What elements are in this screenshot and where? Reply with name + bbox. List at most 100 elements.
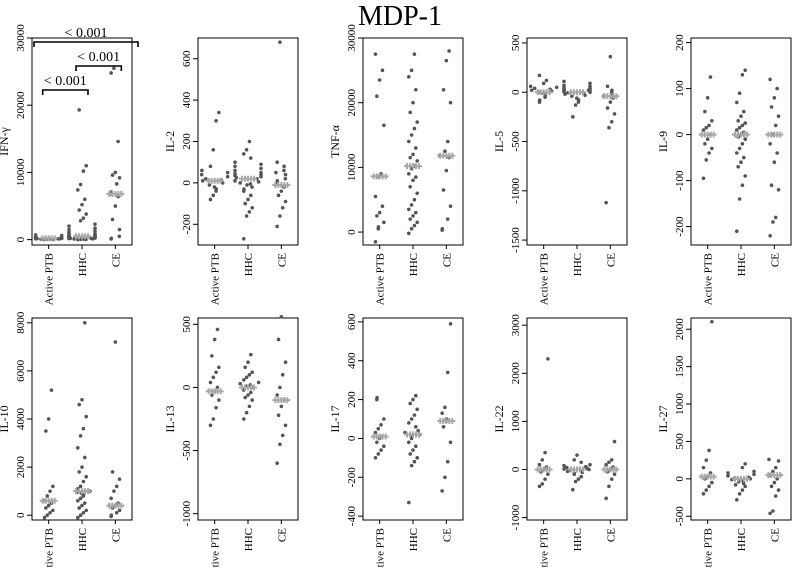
data-point — [77, 108, 81, 112]
y-tick-label: 3000 — [510, 314, 522, 337]
data-point — [83, 321, 87, 325]
data-point — [380, 68, 385, 73]
data-point — [703, 109, 707, 114]
data-point — [411, 448, 415, 452]
data-point — [199, 172, 204, 177]
y-tick-label: -1000 — [510, 177, 522, 203]
data-point — [45, 513, 50, 517]
data-point — [275, 224, 279, 229]
data-point — [49, 388, 54, 392]
data-point — [376, 426, 381, 431]
y-tick-label: 400 — [346, 352, 358, 369]
data-point — [247, 404, 252, 409]
data-point — [259, 166, 263, 171]
data-point — [773, 465, 778, 470]
data-point — [78, 513, 83, 517]
data-point — [78, 182, 83, 187]
data-point — [415, 191, 420, 196]
data-point — [215, 327, 220, 332]
data-point — [80, 397, 84, 402]
data-point — [81, 426, 86, 431]
data-point — [246, 197, 250, 202]
panel-1: 0 10000 20000 30000 IFN-γ Active PTB HHC CE < 0.… — [0, 24, 139, 305]
panel-frame — [526, 37, 628, 246]
data-point — [609, 477, 614, 481]
data-point — [772, 160, 777, 164]
data-point — [414, 444, 418, 448]
y-axis-label: IL-2 — [163, 131, 177, 152]
y-axis-label: TNF-α — [328, 124, 342, 158]
data-point — [537, 73, 542, 78]
data-point — [707, 151, 711, 155]
data-point — [537, 98, 542, 102]
y-tick-label: 10000 — [15, 158, 27, 186]
data-point — [244, 410, 249, 415]
data-point — [243, 395, 247, 400]
data-point — [740, 465, 745, 470]
data-point — [773, 123, 778, 128]
data-point — [414, 146, 418, 150]
data-point — [89, 236, 93, 241]
y-tick-label: 1000 — [510, 410, 522, 433]
data-point — [604, 462, 608, 467]
y-tick-label: 2000 — [510, 362, 522, 385]
data-point — [233, 168, 237, 173]
data-point — [114, 484, 119, 489]
data-point — [440, 489, 444, 493]
data-point — [113, 340, 118, 344]
data-point — [740, 123, 745, 128]
data-point — [51, 484, 55, 489]
panel-frame — [690, 37, 792, 246]
data-point — [45, 494, 50, 498]
data-point — [573, 103, 578, 107]
data-point — [208, 164, 213, 169]
data-point — [113, 170, 118, 175]
data-point — [710, 319, 714, 324]
y-axis-label: IL-13 — [163, 405, 177, 432]
data-point — [445, 217, 450, 221]
data-point — [408, 184, 413, 189]
data-point — [81, 216, 86, 220]
y-tick-label: 0 — [181, 180, 193, 186]
data-point — [703, 142, 707, 146]
data-point — [279, 314, 284, 319]
data-point — [51, 508, 55, 513]
data-point — [443, 475, 447, 480]
data-point — [448, 204, 453, 208]
data-point — [704, 158, 709, 162]
data-point — [704, 488, 709, 492]
data-point — [752, 472, 756, 477]
data-point — [225, 170, 230, 175]
data-point — [707, 448, 711, 453]
data-point — [373, 194, 378, 199]
data-point — [211, 417, 216, 421]
x-tick-label: CE — [276, 253, 288, 267]
data-point — [250, 370, 254, 375]
y-tick-label: 0 — [510, 466, 522, 472]
data-point — [274, 170, 278, 175]
data-point — [248, 182, 253, 186]
data-point — [726, 474, 730, 478]
data-point — [767, 457, 771, 462]
data-point — [768, 77, 772, 82]
y-tick-label: 30000 — [346, 24, 358, 52]
data-point — [768, 142, 772, 146]
data-point — [407, 231, 411, 236]
data-point — [377, 210, 382, 215]
data-point — [208, 380, 213, 385]
data-point — [110, 217, 115, 222]
data-point — [247, 373, 252, 377]
data-point — [412, 126, 417, 131]
data-point — [540, 482, 545, 486]
x-tick-label: HHC — [736, 528, 748, 551]
data-point — [214, 405, 218, 410]
data-point — [116, 139, 120, 144]
data-point — [737, 197, 742, 201]
data-point — [84, 508, 88, 513]
data-point — [217, 110, 221, 115]
data-point — [769, 105, 774, 109]
data-point — [445, 459, 450, 464]
data-point — [609, 458, 614, 462]
data-point — [448, 322, 453, 326]
x-tick-label: CE — [441, 528, 453, 542]
